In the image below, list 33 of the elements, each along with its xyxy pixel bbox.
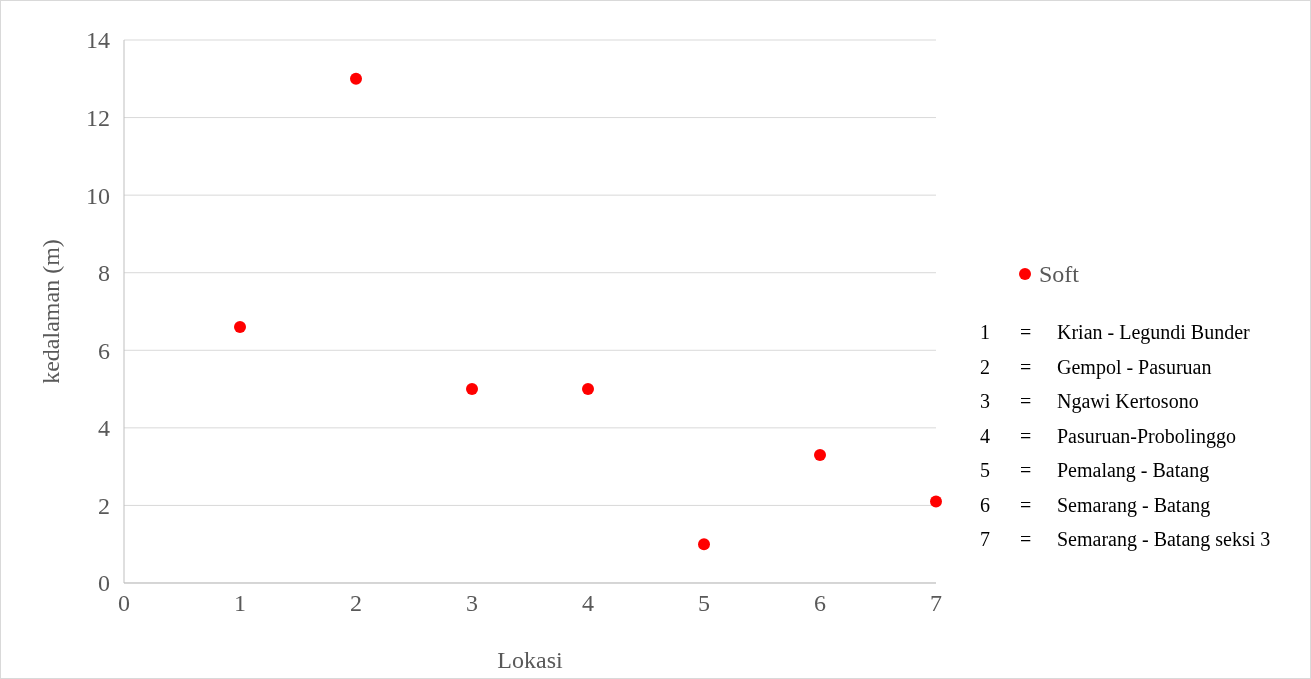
text: 3 = Ngawi Kertosono: [980, 390, 1199, 412]
y-tick-label: 0: [98, 570, 110, 597]
y-tick-label: 10: [86, 182, 110, 209]
point: [698, 538, 710, 551]
x-tick-label: 5: [698, 590, 710, 616]
legend-label: Soft: [1039, 261, 1080, 288]
x-tick-label: 2: [350, 590, 362, 616]
point: [466, 383, 478, 396]
y-axis-title: kedalaman (m): [38, 239, 64, 384]
x-tick-label: 4: [582, 590, 594, 616]
x-tick-label: 7: [930, 590, 942, 616]
y-tick-label: 4: [98, 415, 110, 442]
point: [234, 321, 246, 333]
point: [350, 72, 362, 85]
text: 2 = Gempol - Pasuruan: [980, 355, 1212, 378]
x-axis-title: Lokasi: [497, 647, 563, 673]
text: 7 = Semarang - Batang seksi 3: [980, 528, 1271, 550]
text: 5 = Pemalang - Batang: [980, 459, 1210, 481]
y-tick-label: 6: [98, 337, 110, 364]
x-tick-label: 0: [118, 590, 130, 616]
y-tick-label: 8: [98, 260, 110, 287]
y-tick-label: 2: [98, 492, 110, 519]
x-tick-label: 6: [814, 590, 826, 616]
point: [814, 449, 826, 461]
x-tick-label: 3: [466, 590, 478, 616]
text: 6 = Semarang - Batang: [980, 493, 1211, 516]
y-tick-label: 12: [86, 104, 110, 131]
text: 4 = Pasuruan-Probolinggo: [980, 424, 1236, 447]
point: [930, 495, 942, 508]
y-tick-label: 14: [86, 27, 110, 54]
point: [582, 383, 594, 396]
text: 1 = Krian - Legundi Bunder: [980, 321, 1250, 343]
x-tick-label: 1: [234, 590, 246, 616]
